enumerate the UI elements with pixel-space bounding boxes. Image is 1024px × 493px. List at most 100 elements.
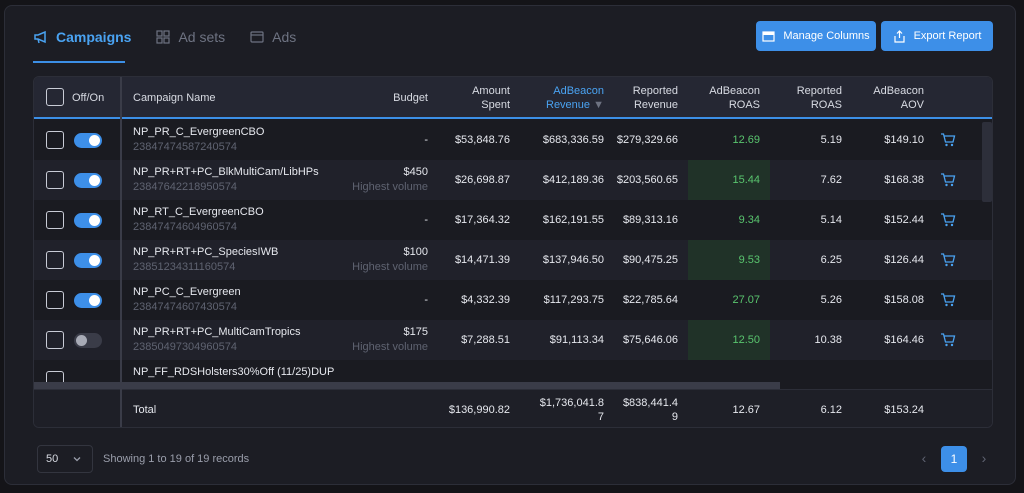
reported-revenue: $89,313.16 [622, 214, 678, 226]
next-page-button[interactable]: › [981, 450, 987, 466]
export-report-button[interactable]: Export Report [881, 21, 993, 51]
campaign-name[interactable]: NP_RT_C_EvergreenCBO [133, 206, 264, 218]
col-adbeacon-revenue[interactable]: AdBeacon Revenue ▼ [520, 77, 604, 119]
select-all-checkbox[interactable] [46, 88, 64, 106]
cart-icon[interactable] [940, 332, 956, 348]
toggle-knob [76, 335, 87, 346]
col-adbeacon-roas[interactable]: AdBeacon ROAS [688, 77, 760, 119]
row-checkbox[interactable] [46, 291, 64, 309]
budget-strategy: Highest volume [352, 181, 428, 193]
campaign-toggle[interactable] [74, 133, 102, 148]
cart-icon[interactable] [940, 252, 956, 268]
campaign-id: 23847474587240574 [133, 141, 238, 153]
adbeacon-roas: 9.34 [738, 214, 760, 226]
col-adbeacon-revenue-line2: Revenue [546, 99, 591, 111]
table-row[interactable]: NP_PR+RT+PC_MultiCamTropics 2385049730496… [34, 320, 992, 360]
total-reported-revenue: $838,441.4 9 [604, 390, 678, 427]
adbeacon-roas: 12.50 [732, 334, 760, 346]
roas-highlight [688, 320, 770, 360]
campaign-name[interactable]: NP_PC_C_Evergreen [133, 286, 241, 298]
adbeacon-aov: $164.46 [884, 334, 924, 346]
page-1-button[interactable]: 1 [941, 446, 967, 472]
campaign-toggle[interactable] [74, 293, 102, 308]
campaign-name[interactable]: NP_PR+RT+PC_BlkMultiCam/LibHPs [133, 166, 319, 178]
col-reported-revenue[interactable]: Reported Revenue [604, 77, 678, 119]
records-summary: Showing 1 to 19 of 19 records [103, 453, 250, 465]
horizontal-scrollbar[interactable] [34, 382, 780, 389]
tab-campaigns-label: Campaigns [56, 29, 132, 45]
tab-ads[interactable]: Ads [249, 22, 296, 52]
col-reported-revenue-line1: Reported [632, 85, 678, 97]
campaign-name[interactable]: NP_PR+RT+PC_MultiCamTropics [133, 326, 301, 338]
col-adbeacon-roas-line2: ROAS [728, 99, 760, 111]
cart-icon[interactable] [940, 172, 956, 188]
reported-roas: 6.25 [820, 254, 842, 266]
campaign-name[interactable]: NP_FF_RDSHolsters30%Off (11/25)DUP [133, 366, 335, 378]
manage-columns-button[interactable]: Manage Columns [756, 21, 876, 51]
table-row[interactable]: NP_PR+RT+PC_SpeciesIWB 23851234311160574 $… [34, 240, 992, 280]
active-tab-indicator [33, 61, 125, 63]
campaign-toggle[interactable] [74, 213, 102, 228]
tab-ad-sets-label: Ad sets [178, 29, 226, 45]
adbeacon-aov: $158.08 [884, 294, 924, 306]
budget-value: $450 [403, 166, 428, 178]
adbeacon-aov: $126.44 [884, 254, 924, 266]
col-adbeacon-aov[interactable]: AdBeacon AOV [854, 77, 924, 119]
campaign-id: 23850497304960574 [133, 341, 238, 353]
tab-ad-sets[interactable]: Ad sets [155, 22, 225, 52]
toggle-knob [89, 255, 100, 266]
campaign-id: 23847474604960574 [133, 221, 238, 233]
col-amount-spent[interactable]: Amount Spent [434, 77, 510, 119]
amount-spent: $53,848.76 [454, 134, 510, 146]
campaign-toggle[interactable] [74, 333, 102, 348]
budget-value: $100 [403, 246, 428, 258]
col-reported-roas[interactable]: Reported ROAS [770, 77, 842, 119]
row-checkbox[interactable] [46, 211, 64, 229]
col-adbeacon-aov-line2: AOV [900, 99, 924, 111]
col-budget[interactable]: Budget [393, 92, 428, 104]
total-adbeacon-revenue-part2: 7 [597, 411, 604, 423]
adbeacon-aov: $149.10 [884, 134, 924, 146]
total-reported-revenue-part2: 9 [671, 411, 678, 423]
col-reported-revenue-line2: Revenue [633, 99, 678, 111]
campaign-name[interactable]: NP_PR+RT+PC_SpeciesIWB [133, 246, 279, 258]
roas-highlight [688, 160, 770, 200]
cart-icon[interactable] [940, 292, 956, 308]
col-amount-spent-line2: Spent [481, 99, 510, 111]
table-row[interactable]: NP_PR+RT+PC_BlkMultiCam/LibHPs 2384764221… [34, 160, 992, 200]
totals-label: Total [133, 404, 157, 416]
total-adbeacon-aov: $153.24 [884, 404, 924, 416]
amount-spent: $14,471.39 [454, 254, 510, 266]
row-checkbox[interactable] [46, 331, 64, 349]
adbeacon-revenue: $683,336.59 [542, 134, 604, 146]
vertical-scrollbar[interactable] [982, 122, 992, 202]
col-adbeacon-revenue-line1: AdBeacon [553, 85, 604, 97]
total-adbeacon-revenue-part1: $1,736,041.8 [539, 397, 604, 409]
totals-row: Total $136,990.82 $1,736,041.8 7 $838,441… [34, 389, 992, 427]
row-checkbox[interactable] [46, 251, 64, 269]
campaigns-table: Off/On Campaign Name Budget Amount Spent … [33, 76, 993, 428]
cart-icon[interactable] [940, 132, 956, 148]
per-page-select[interactable]: 50 [37, 445, 93, 473]
amount-spent: $26,698.87 [454, 174, 510, 186]
cart-icon[interactable] [940, 212, 956, 228]
row-checkbox[interactable] [46, 171, 64, 189]
prev-page-button[interactable]: ‹ [921, 450, 927, 466]
export-icon [893, 29, 905, 43]
reported-roas: 7.62 [820, 174, 842, 186]
campaign-toggle[interactable] [74, 173, 102, 188]
campaign-toggle[interactable] [74, 253, 102, 268]
col-campaign-name[interactable]: Campaign Name [133, 92, 216, 104]
table-row[interactable]: NP_PC_C_Evergreen 23847474607430574 - $4,33… [34, 280, 992, 320]
tab-bar: Campaigns Ad sets Ads [33, 22, 296, 52]
table-row[interactable]: NP_RT_C_EvergreenCBO 23847474604960574 - $1… [34, 200, 992, 240]
reported-revenue: $90,475.25 [622, 254, 678, 266]
grid-icon [156, 30, 171, 44]
adbeacon-roas: 12.69 [732, 134, 760, 146]
campaigns-panel: Campaigns Ad sets Ads Manage Columns Exp… [4, 5, 1016, 485]
row-checkbox[interactable] [46, 131, 64, 149]
tab-campaigns[interactable]: Campaigns [33, 22, 131, 52]
campaign-name[interactable]: NP_PR_C_EvergreenCBO [133, 126, 265, 138]
table-row[interactable]: NP_PR_C_EvergreenCBO 23847474587240574 - $5… [34, 120, 992, 160]
total-reported-revenue-part1: $838,441.4 [622, 397, 678, 409]
